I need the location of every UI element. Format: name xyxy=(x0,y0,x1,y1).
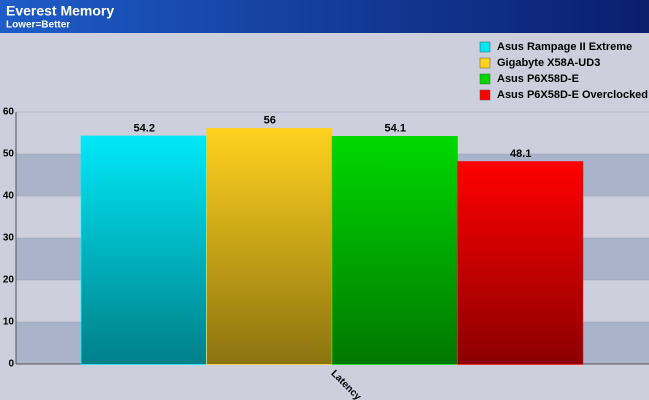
y-tick-label: 20 xyxy=(3,275,15,286)
data-label: 54.1 xyxy=(385,123,406,135)
legend-swatch xyxy=(479,57,491,69)
legend-label: Asus P6X58D-E Overclocked xyxy=(497,89,648,101)
y-tick-label: 60 xyxy=(3,107,15,118)
legend-swatch xyxy=(479,89,491,101)
bar-shade xyxy=(458,161,583,364)
y-tick-label: 50 xyxy=(3,149,15,160)
chart-title: Everest Memory xyxy=(6,3,114,19)
data-label: 56 xyxy=(264,115,276,127)
bar-shade xyxy=(207,128,332,364)
chart-subtitle: Lower=Better xyxy=(6,20,70,31)
header-bar xyxy=(0,0,649,33)
legend-label: Gigabyte X58A-UD3 xyxy=(497,57,600,69)
legend-swatch xyxy=(479,73,491,85)
y-tick-label: 10 xyxy=(3,317,15,328)
y-tick-label: 0 xyxy=(8,359,14,370)
data-label: 54.2 xyxy=(134,122,155,134)
legend-label: Asus Rampage II Extreme xyxy=(497,41,632,53)
y-tick-label: 30 xyxy=(3,233,15,244)
data-label: 48.1 xyxy=(510,148,531,160)
y-tick-label: 40 xyxy=(3,191,15,202)
legend-label: Asus P6X58D-E xyxy=(497,73,579,85)
bar-shade xyxy=(332,136,457,364)
legend-swatch xyxy=(479,41,491,53)
bar-shade xyxy=(81,136,206,364)
